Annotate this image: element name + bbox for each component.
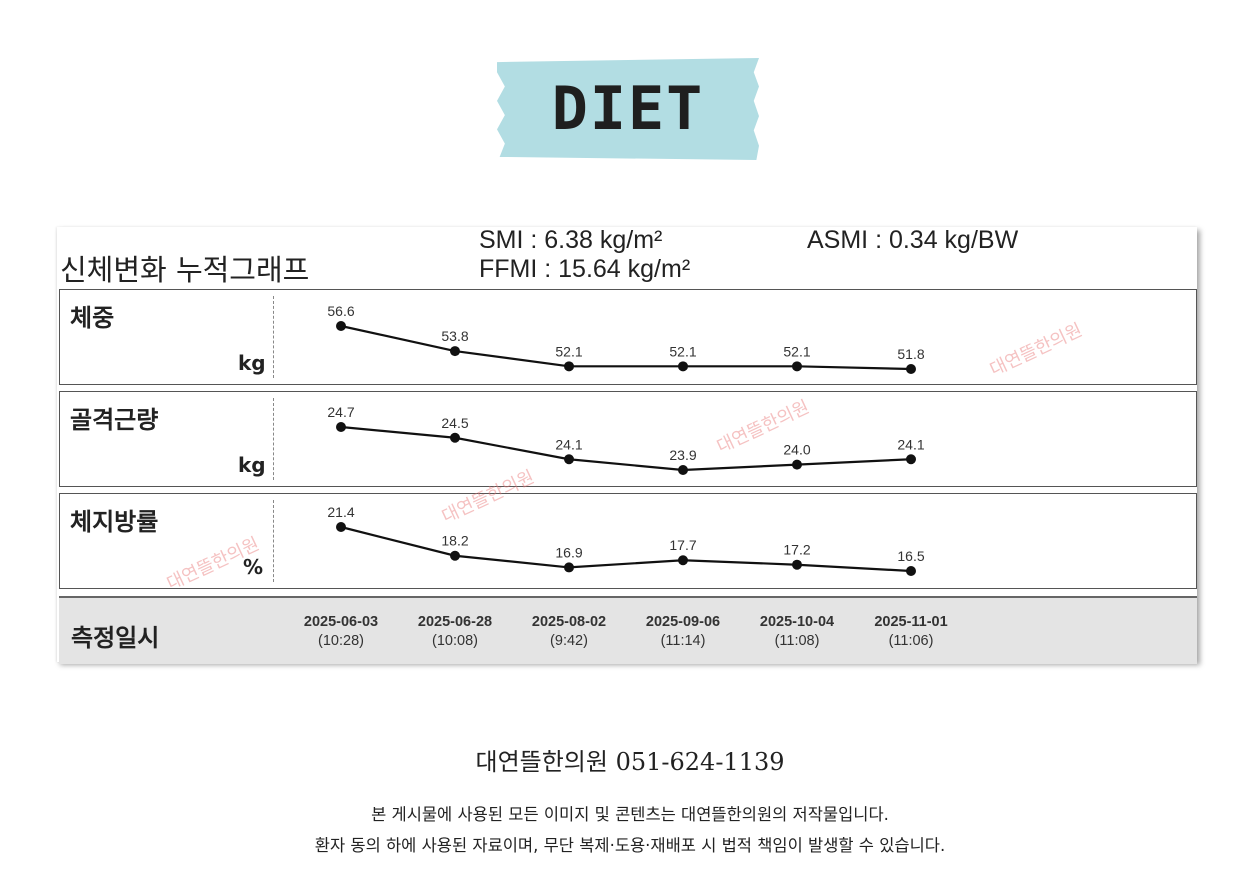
weight-data-label: 51.8 [897, 346, 924, 362]
fat-panel: 체지방률 % [59, 493, 1197, 589]
tick-date: 2025-11-01 [874, 614, 948, 630]
muscle-data-label: 23.9 [669, 447, 696, 463]
date-tick-label: 2025-06-28 (10:08) [395, 614, 515, 649]
card-title: 신체변화 누적그래프 [60, 253, 310, 287]
weight-data-point [792, 361, 802, 372]
weight-data-label: 52.1 [783, 343, 810, 359]
muscle-data-point [450, 432, 460, 443]
weight-data-point [678, 361, 688, 372]
fat-unit: % [243, 555, 264, 579]
fat-data-label: 21.4 [327, 504, 354, 520]
muscle-data-point [792, 459, 802, 470]
weight-series-line [340, 324, 912, 371]
tick-time: (10:08) [432, 633, 478, 649]
fat-data-label: 16.9 [555, 544, 582, 560]
fat-data-label: 18.2 [441, 533, 468, 549]
fat-data-point [336, 522, 346, 532]
page-title: DIET [551, 74, 705, 144]
muscle-data-point [906, 454, 916, 465]
date-tick-label: 2025-09-06 (11:14) [623, 614, 743, 649]
weight-data-point [450, 346, 460, 357]
weight-panel: 체중 kg [59, 289, 1197, 385]
muscle-data-point [564, 454, 574, 465]
asmi-value: ASMI : 0.34 kg/BW [807, 226, 1019, 254]
weight-data-label: 56.6 [327, 303, 354, 319]
tick-date: 2025-08-02 [531, 614, 607, 630]
muscle-data-point [336, 422, 346, 432]
muscle-data-label: 24.1 [555, 436, 582, 452]
muscle-data-point [678, 465, 688, 475]
fat-data-label: 17.2 [783, 542, 810, 558]
fat-data-point [450, 550, 460, 561]
tick-time: (11:14) [660, 633, 706, 649]
fat-label: 체지방률 [70, 508, 159, 536]
muscle-data-label: 24.7 [327, 404, 354, 420]
weight-data-label: 53.8 [441, 328, 468, 344]
weight-data-label: 52.1 [669, 343, 696, 359]
tick-time: (11:08) [774, 633, 820, 649]
fat-data-point [792, 559, 802, 570]
weight-data-point [564, 361, 574, 372]
smi-value: SMI : 6.38 kg/m² [479, 226, 663, 254]
body-composition-card: 신체변화 누적그래프 SMI : 6.38 kg/m² FFMI : 15.64… [57, 226, 1197, 664]
fat-data-point [678, 555, 688, 566]
muscle-series-line [340, 425, 912, 472]
muscle-data-label: 24.1 [897, 436, 924, 452]
tick-time: (10:28) [318, 633, 364, 649]
clinic-contact: 대연뜰한의원 051-624-1139 [475, 748, 785, 776]
date-tick-label: 2025-11-01 (11:06) [851, 614, 971, 649]
fat-series-line [340, 525, 912, 573]
fat-data-label: 16.5 [897, 548, 924, 564]
fat-data-point [564, 562, 574, 573]
muscle-panel: 골격근량 kg [59, 391, 1197, 487]
muscle-unit: kg [238, 453, 266, 477]
weight-unit: kg [238, 351, 266, 375]
weight-data-label: 52.1 [555, 343, 582, 359]
date-axis-label: 측정일시 [71, 624, 160, 652]
tick-date: 2025-10-04 [759, 614, 835, 630]
tick-time: (9:42) [550, 633, 588, 649]
fat-data-label: 17.7 [669, 537, 696, 553]
usage-note: 환자 동의 하에 사용된 자료이며, 무단 복제·도용·재배포 시 법적 책임이… [314, 836, 946, 855]
date-tick-label: 2025-10-04 (11:08) [737, 614, 857, 649]
copyright-note: 본 게시물에 사용된 모든 이미지 및 콘텐츠는 대연뜰한의원의 저작물입니다. [371, 805, 889, 824]
divider [273, 500, 274, 582]
tick-time: (11:06) [888, 633, 934, 649]
ffmi-value: FFMI : 15.64 kg/m² [479, 255, 691, 283]
line-charts: 56.6 53.8 52.1 52.1 52.1 51.8 24.7 24.5 24.1 23.9… [327, 303, 925, 576]
tick-date: 2025-09-06 [645, 614, 721, 630]
muscle-data-label: 24.5 [441, 415, 468, 431]
date-tick-label: 2025-08-02 (9:42) [509, 614, 629, 649]
tick-date: 2025-06-28 [417, 614, 493, 630]
title-tape [497, 58, 759, 160]
date-tick-label: 2025-06-03 (10:28) [281, 614, 401, 649]
divider [273, 398, 274, 480]
date-bar: 측정일시 2025-06-03 (10:28) 2025-06-28 (10:08) 2… [59, 596, 1197, 664]
weight-data-point [906, 364, 916, 374]
tick-date: 2025-06-03 [303, 614, 379, 630]
weight-label: 체중 [70, 304, 115, 332]
muscle-label: 골격근량 [70, 406, 159, 434]
fat-data-point [906, 566, 916, 576]
weight-data-point [336, 321, 346, 331]
muscle-data-label: 24.0 [783, 442, 810, 458]
divider [273, 296, 274, 378]
